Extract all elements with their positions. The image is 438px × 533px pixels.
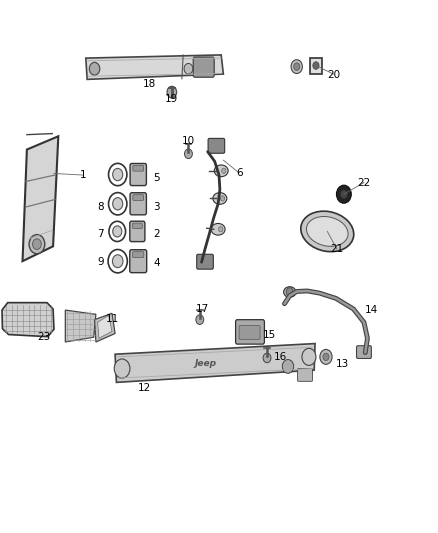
FancyBboxPatch shape xyxy=(197,254,213,269)
FancyBboxPatch shape xyxy=(208,139,225,154)
Text: 4: 4 xyxy=(153,258,160,268)
FancyBboxPatch shape xyxy=(133,165,144,171)
FancyBboxPatch shape xyxy=(130,193,146,215)
FancyBboxPatch shape xyxy=(236,320,265,344)
Text: 23: 23 xyxy=(38,332,51,342)
Circle shape xyxy=(167,86,177,98)
Circle shape xyxy=(219,227,223,232)
Text: 20: 20 xyxy=(327,70,340,80)
Polygon shape xyxy=(65,310,96,342)
Circle shape xyxy=(113,255,123,268)
Circle shape xyxy=(323,353,329,361)
Text: 7: 7 xyxy=(97,229,103,239)
Polygon shape xyxy=(95,313,115,342)
FancyBboxPatch shape xyxy=(133,195,144,200)
Text: 11: 11 xyxy=(106,313,119,324)
FancyBboxPatch shape xyxy=(310,58,322,74)
Circle shape xyxy=(263,353,271,363)
Circle shape xyxy=(286,288,293,296)
Circle shape xyxy=(320,350,332,365)
Text: 1: 1 xyxy=(79,170,86,180)
Text: 10: 10 xyxy=(182,135,195,146)
Polygon shape xyxy=(86,55,223,79)
Text: 12: 12 xyxy=(138,383,152,393)
Circle shape xyxy=(196,315,204,325)
Polygon shape xyxy=(115,344,315,382)
Circle shape xyxy=(222,168,226,173)
Ellipse shape xyxy=(284,287,296,297)
Circle shape xyxy=(302,349,316,366)
Circle shape xyxy=(184,63,193,74)
Ellipse shape xyxy=(301,211,354,252)
Circle shape xyxy=(220,196,225,201)
Circle shape xyxy=(340,190,347,198)
Circle shape xyxy=(184,149,192,159)
Circle shape xyxy=(32,239,41,249)
Text: 5: 5 xyxy=(153,173,160,183)
Text: 9: 9 xyxy=(97,257,103,267)
Ellipse shape xyxy=(214,165,228,176)
FancyBboxPatch shape xyxy=(130,249,147,273)
Text: 15: 15 xyxy=(263,329,276,340)
Text: 22: 22 xyxy=(357,177,371,188)
Circle shape xyxy=(313,62,319,69)
Text: 18: 18 xyxy=(142,79,156,89)
Ellipse shape xyxy=(307,216,348,246)
FancyBboxPatch shape xyxy=(133,252,144,257)
Circle shape xyxy=(89,62,100,75)
Polygon shape xyxy=(98,316,112,338)
Ellipse shape xyxy=(211,223,225,235)
Text: 3: 3 xyxy=(153,202,160,212)
FancyBboxPatch shape xyxy=(357,346,371,359)
FancyBboxPatch shape xyxy=(193,57,214,77)
Text: 19: 19 xyxy=(164,93,177,103)
Text: 6: 6 xyxy=(236,168,242,178)
Text: 16: 16 xyxy=(273,352,287,362)
Circle shape xyxy=(283,360,293,373)
Circle shape xyxy=(336,185,351,203)
FancyBboxPatch shape xyxy=(297,368,312,381)
Polygon shape xyxy=(2,303,54,337)
Circle shape xyxy=(29,235,45,254)
FancyBboxPatch shape xyxy=(130,164,146,185)
Circle shape xyxy=(293,63,300,70)
Text: 17: 17 xyxy=(196,304,209,314)
Circle shape xyxy=(113,168,123,181)
FancyBboxPatch shape xyxy=(132,223,142,229)
Text: 14: 14 xyxy=(364,305,378,315)
Polygon shape xyxy=(22,136,58,261)
Circle shape xyxy=(113,198,123,210)
Circle shape xyxy=(113,226,122,237)
Circle shape xyxy=(114,359,130,378)
Text: 2: 2 xyxy=(153,229,160,239)
Ellipse shape xyxy=(213,192,227,204)
Text: 13: 13 xyxy=(336,359,349,369)
FancyBboxPatch shape xyxy=(130,221,145,241)
Text: 8: 8 xyxy=(97,202,103,212)
Text: Jeep: Jeep xyxy=(195,359,217,368)
FancyBboxPatch shape xyxy=(239,326,260,340)
Text: 21: 21 xyxy=(330,244,343,254)
Circle shape xyxy=(291,60,302,74)
